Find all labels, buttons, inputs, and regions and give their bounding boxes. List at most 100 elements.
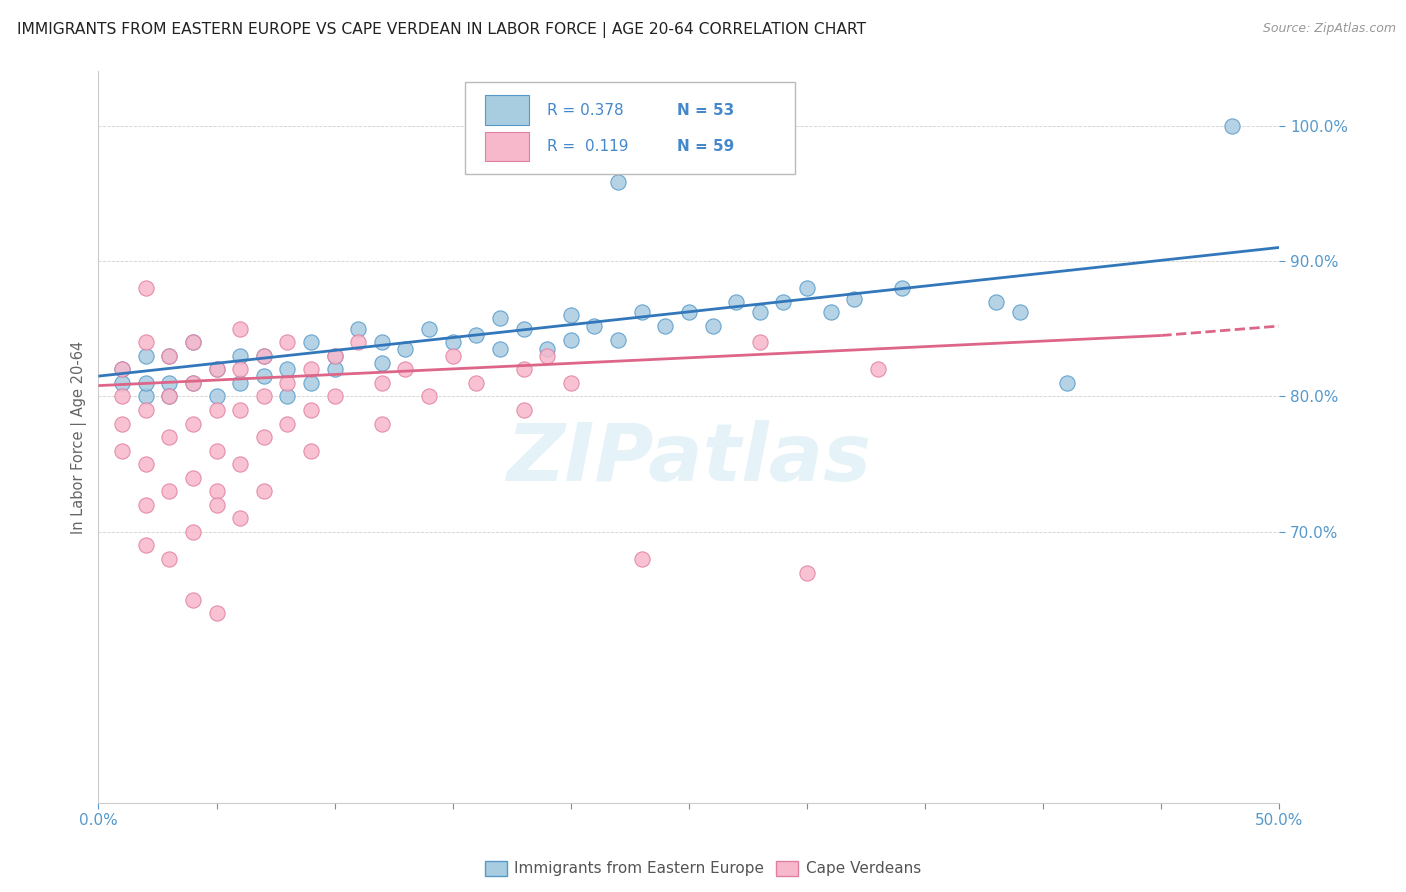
Point bbox=[299, 403, 322, 417]
Point bbox=[984, 294, 1007, 309]
Text: N = 53: N = 53 bbox=[678, 103, 734, 118]
Point bbox=[253, 349, 276, 363]
Point bbox=[135, 349, 157, 363]
Point bbox=[253, 430, 276, 444]
Point bbox=[181, 335, 204, 350]
Point bbox=[205, 362, 228, 376]
Point bbox=[371, 355, 394, 369]
Point bbox=[157, 389, 180, 403]
Point bbox=[205, 498, 228, 512]
Point bbox=[276, 389, 298, 403]
Point bbox=[205, 389, 228, 403]
Point bbox=[371, 376, 394, 390]
Point bbox=[181, 376, 204, 390]
Point bbox=[607, 176, 630, 190]
Point bbox=[323, 362, 346, 376]
Point bbox=[229, 511, 252, 525]
Point bbox=[512, 403, 534, 417]
Text: ZIPatlas: ZIPatlas bbox=[506, 420, 872, 498]
Point bbox=[347, 335, 370, 350]
Point bbox=[157, 349, 180, 363]
Point bbox=[157, 484, 180, 499]
Point bbox=[111, 362, 134, 376]
Point bbox=[276, 376, 298, 390]
Point bbox=[441, 349, 464, 363]
Point bbox=[323, 349, 346, 363]
Point bbox=[347, 322, 370, 336]
Point bbox=[725, 294, 748, 309]
Point bbox=[772, 294, 794, 309]
Point bbox=[229, 349, 252, 363]
Point bbox=[135, 498, 157, 512]
Point bbox=[111, 417, 134, 431]
Text: R = 0.378: R = 0.378 bbox=[547, 103, 624, 118]
Point bbox=[229, 322, 252, 336]
Point bbox=[157, 376, 180, 390]
Point bbox=[866, 362, 889, 376]
Point bbox=[512, 362, 534, 376]
Bar bbox=[485, 132, 530, 161]
Text: Source: ZipAtlas.com: Source: ZipAtlas.com bbox=[1263, 22, 1396, 36]
Point bbox=[654, 318, 676, 333]
Point bbox=[299, 376, 322, 390]
Point bbox=[536, 342, 558, 356]
Point bbox=[181, 376, 204, 390]
Point bbox=[157, 430, 180, 444]
Point bbox=[135, 335, 157, 350]
Point bbox=[796, 566, 818, 580]
Point bbox=[111, 376, 134, 390]
Text: IMMIGRANTS FROM EASTERN EUROPE VS CAPE VERDEAN IN LABOR FORCE | AGE 20-64 CORREL: IMMIGRANTS FROM EASTERN EUROPE VS CAPE V… bbox=[17, 22, 866, 38]
Bar bbox=[485, 95, 530, 125]
Point bbox=[253, 369, 276, 384]
Point bbox=[181, 417, 204, 431]
Text: R =  0.119: R = 0.119 bbox=[547, 139, 628, 154]
Point bbox=[229, 362, 252, 376]
Point bbox=[299, 362, 322, 376]
Point bbox=[1220, 119, 1243, 133]
Point bbox=[890, 281, 912, 295]
Point bbox=[1056, 376, 1078, 390]
Point bbox=[702, 318, 724, 333]
Point bbox=[276, 362, 298, 376]
Point bbox=[630, 552, 652, 566]
Point bbox=[489, 310, 512, 325]
Point bbox=[229, 457, 252, 471]
Text: N = 59: N = 59 bbox=[678, 139, 734, 154]
Point bbox=[205, 403, 228, 417]
Point bbox=[181, 471, 204, 485]
Point bbox=[229, 376, 252, 390]
Point bbox=[299, 443, 322, 458]
Point bbox=[253, 389, 276, 403]
Point bbox=[205, 443, 228, 458]
Point bbox=[111, 443, 134, 458]
Point bbox=[441, 335, 464, 350]
Point bbox=[678, 305, 700, 319]
Point bbox=[465, 328, 488, 343]
Point bbox=[181, 592, 204, 607]
Point bbox=[253, 349, 276, 363]
Point bbox=[536, 349, 558, 363]
Point bbox=[135, 389, 157, 403]
Point bbox=[323, 389, 346, 403]
Point bbox=[323, 349, 346, 363]
Point bbox=[820, 305, 842, 319]
Point bbox=[371, 417, 394, 431]
Point bbox=[276, 335, 298, 350]
Point bbox=[748, 335, 770, 350]
Point bbox=[465, 376, 488, 390]
Point bbox=[111, 362, 134, 376]
Point bbox=[394, 362, 416, 376]
Point bbox=[844, 292, 866, 306]
Point bbox=[205, 606, 228, 620]
Point bbox=[135, 457, 157, 471]
Point bbox=[748, 305, 770, 319]
Point bbox=[229, 403, 252, 417]
Point bbox=[135, 376, 157, 390]
Point bbox=[205, 362, 228, 376]
Point bbox=[157, 349, 180, 363]
Point bbox=[111, 389, 134, 403]
Point bbox=[135, 538, 157, 552]
Y-axis label: In Labor Force | Age 20-64: In Labor Force | Age 20-64 bbox=[72, 341, 87, 533]
Point bbox=[371, 335, 394, 350]
Point bbox=[157, 389, 180, 403]
